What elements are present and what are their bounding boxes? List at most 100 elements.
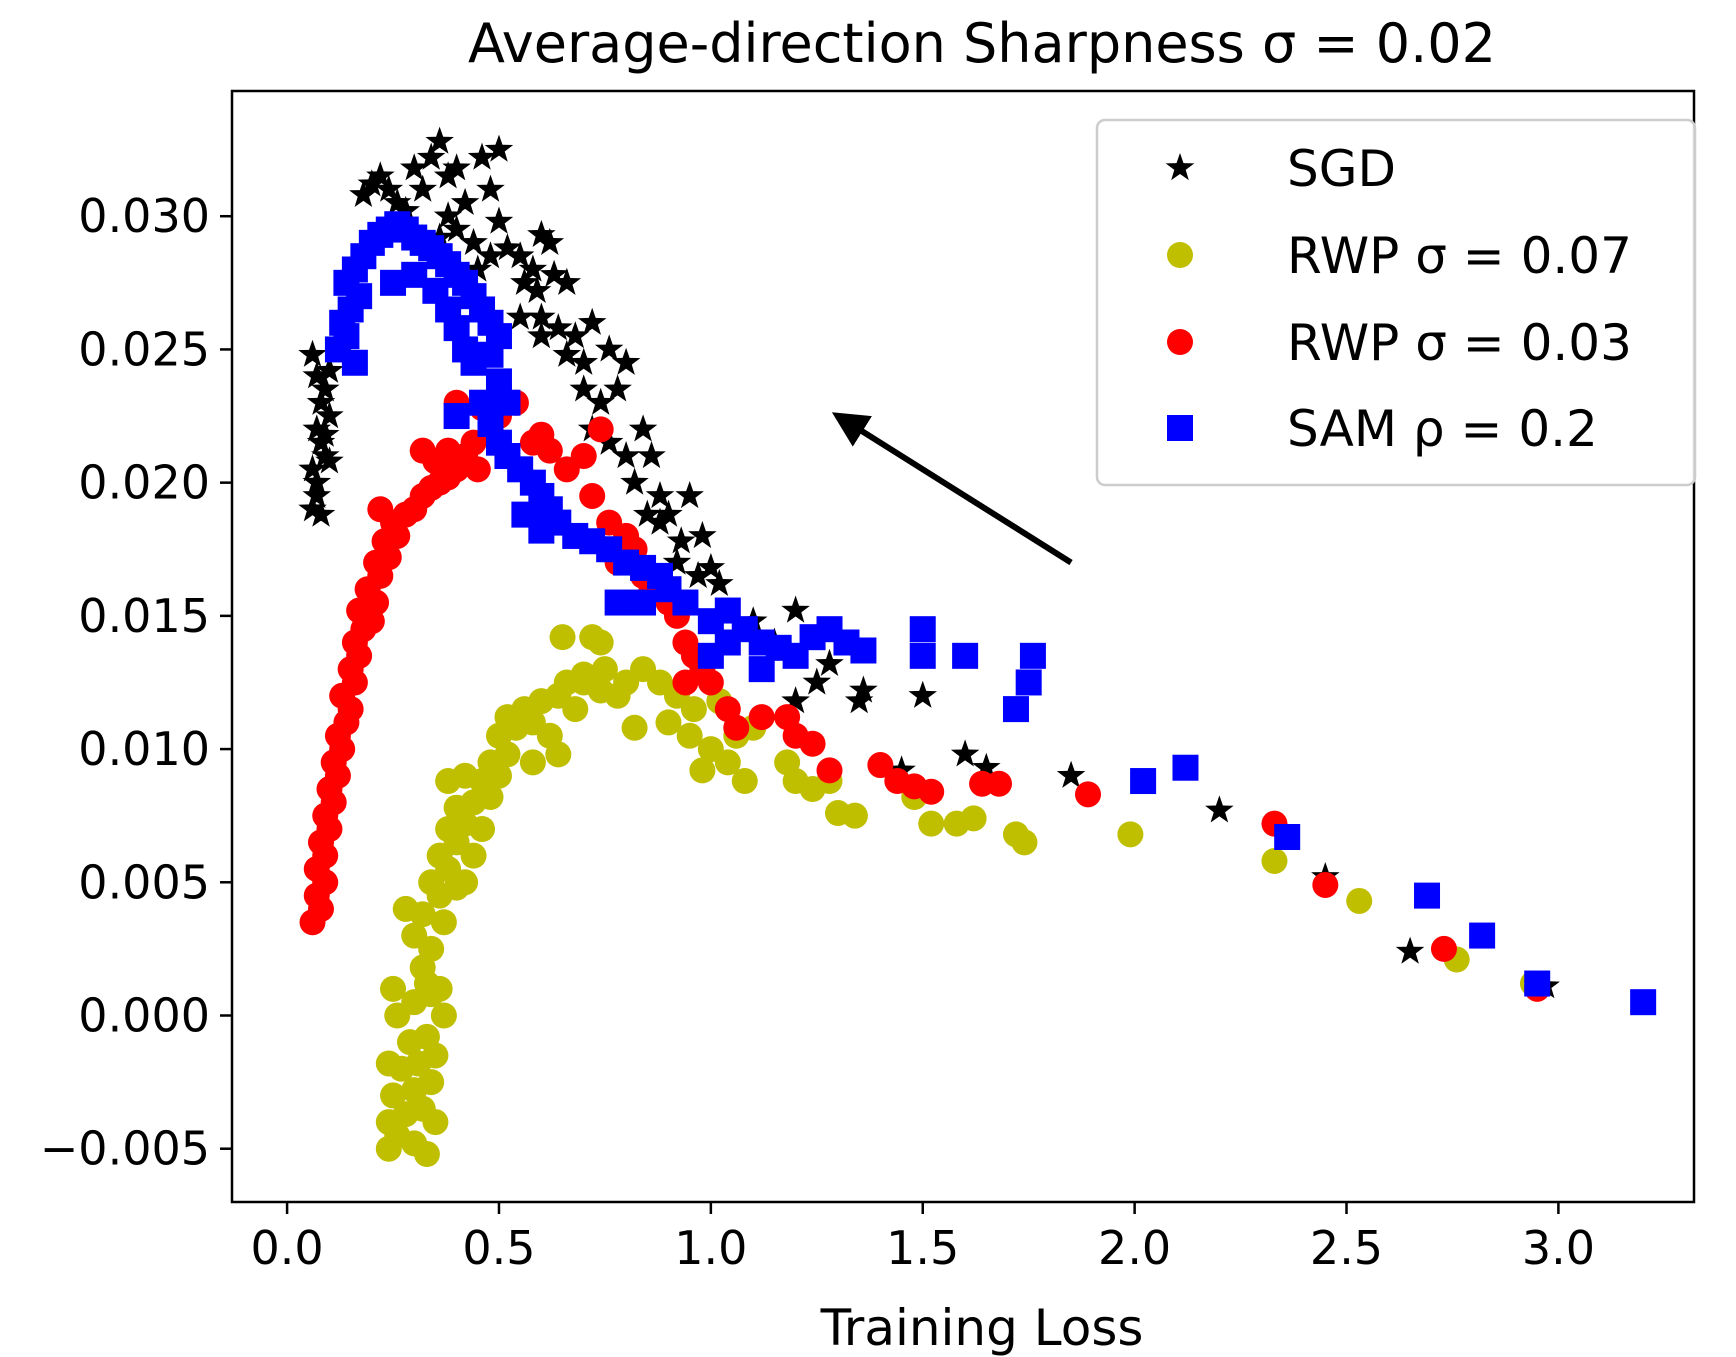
data-point [484,134,514,162]
data-point [697,669,724,696]
data-point [587,629,614,656]
data-point [620,467,649,495]
data-point [349,179,378,207]
data-point [680,696,707,723]
data-point [469,816,496,843]
y-tick-label: 0.015 [78,589,210,643]
data-point [603,374,632,402]
data-point [302,481,331,509]
data-point [909,616,936,643]
data-point [433,161,463,189]
y-tick-label: 0.010 [78,722,210,776]
data-point [535,227,565,255]
data-point [401,1130,428,1157]
data-point [510,267,539,295]
data-point [315,355,344,383]
data-point [628,414,658,442]
x-tick-label: 2.5 [1310,1221,1383,1275]
data-point [527,321,556,349]
data-point [867,752,894,779]
x-tick-label: 1.5 [886,1221,959,1275]
y-axis: −0.005 0.000 0.005 0.010 0.015 0.020 0.025 0.03… [40,189,232,1176]
data-point [604,589,631,616]
data-point [908,680,937,708]
data-point [413,1023,440,1050]
data-points [298,126,1657,1168]
data-point [484,206,514,234]
legend-marker [1167,415,1193,441]
data-point [672,669,699,696]
data-point [433,201,463,229]
data-point [408,174,437,202]
data-point [1261,847,1288,874]
data-point [476,174,505,202]
data-point [676,722,703,749]
data-point [850,637,877,664]
data-point [298,339,327,367]
data-point [383,187,412,215]
data-point [950,739,980,767]
data-point [380,975,407,1002]
data-point [1002,696,1029,723]
data-point [418,1069,445,1096]
data-point [714,749,741,776]
data-point [577,307,607,335]
data-point [594,427,624,455]
data-point [463,254,493,282]
y-tick-label: 0.005 [78,855,210,909]
data-point [460,842,487,869]
data-point [815,648,844,676]
x-tick-label: 1.0 [674,1221,747,1275]
data-point [522,275,552,303]
x-tick-label: 3.0 [1522,1221,1595,1275]
data-point [539,259,569,287]
data-point [799,730,826,757]
data-point [380,1082,407,1109]
data-point [570,669,597,696]
legend-entry: RWP σ = 0.07 [1167,227,1632,285]
y-tick-label: 0.030 [78,189,210,243]
data-point [536,437,563,464]
data-point [655,709,682,736]
data-point [562,696,589,723]
legend-entry: SGD [1165,140,1396,198]
data-point [311,441,340,469]
data-point [401,922,428,949]
data-point [1130,768,1157,795]
y-tick-label: 0.025 [78,322,210,376]
y-tick-label: 0.000 [78,989,210,1043]
data-point [476,241,505,269]
data-point [464,456,491,483]
data-point [518,254,548,282]
data-point [569,347,598,375]
data-point [918,810,945,837]
data-point [315,446,344,474]
data-point [654,499,683,527]
data-point [1395,936,1425,964]
data-point [689,757,716,784]
data-point [409,437,436,464]
data-point [645,507,675,535]
data-point [494,704,521,731]
x-tick-label: 0.5 [462,1221,535,1275]
data-point [705,568,734,596]
data-point [972,752,1001,780]
data-point [1117,821,1144,848]
data-point [666,526,696,554]
data-point [527,302,556,330]
legend-label: RWP σ = 0.03 [1287,314,1632,372]
data-point [549,624,576,651]
legend-entry: SAM ρ = 0.2 [1167,400,1598,458]
trend-arrow [831,412,1073,566]
chart-title: Average-direction Sharpness σ = 0.02 [468,12,1496,75]
data-point [443,403,470,430]
data-point [723,714,750,741]
data-point [302,467,331,495]
data-point [952,642,979,669]
data-point [683,560,713,588]
data-point [366,161,395,189]
data-point [374,174,404,202]
data-point [781,686,810,714]
data-point [430,1002,457,1029]
data-point [731,768,758,795]
